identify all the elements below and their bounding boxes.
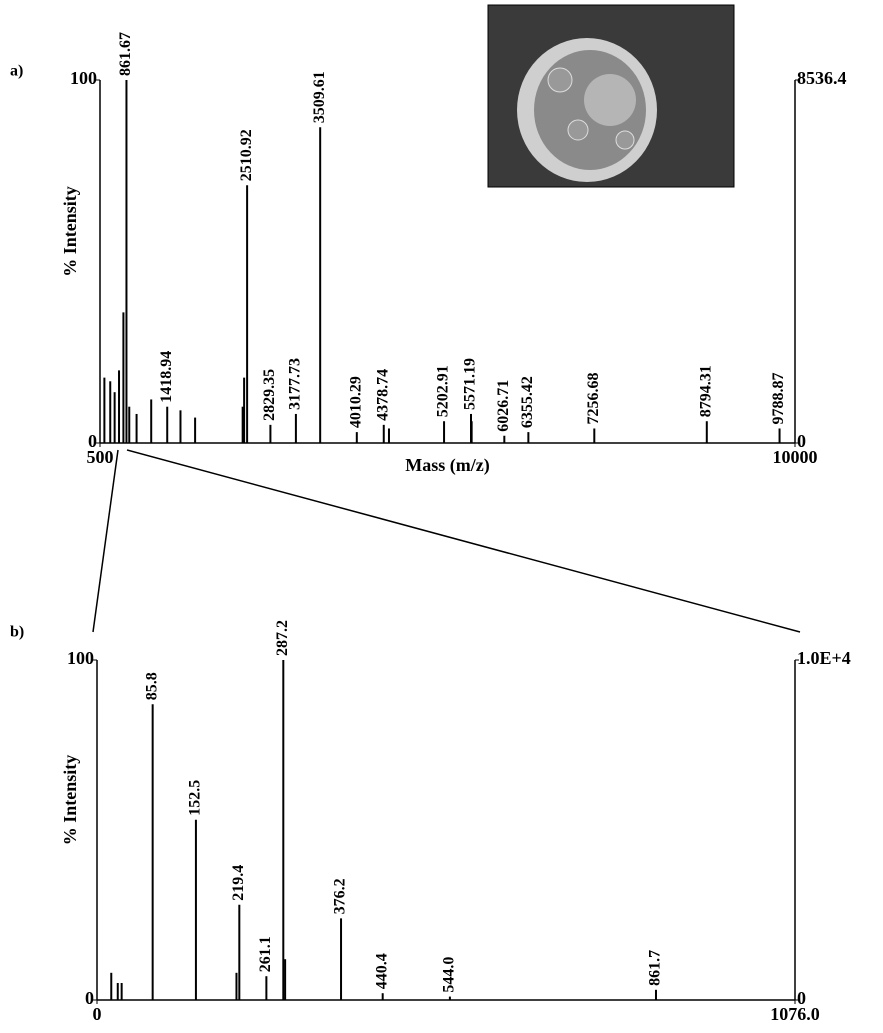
peak-label: 2510.92: [238, 129, 255, 181]
peak-label: 376.2: [332, 878, 349, 914]
y-axis-label: % Intensity: [60, 186, 80, 277]
y2-tick-label: 0: [797, 988, 806, 1008]
peak-label: 544.0: [441, 957, 458, 993]
y-tick-label: 100: [70, 68, 97, 88]
peak-label: 8794.31: [697, 365, 714, 417]
peak-label: 261.1: [257, 936, 274, 972]
y2-tick-label: 8536.4: [797, 68, 847, 88]
peak-label: 6355.42: [519, 376, 536, 428]
y-tick-label: 0: [85, 988, 94, 1008]
peak-label: 3509.61: [311, 71, 328, 123]
vesicle: [547, 67, 573, 93]
peak-label: 1418.94: [158, 351, 175, 403]
zoom-line: [92, 449, 119, 633]
y-tick-label: 0: [88, 431, 97, 451]
peak-label: 5571.19: [462, 358, 479, 410]
panel-label: a): [10, 63, 23, 80]
cell-nucleus: [584, 74, 636, 126]
x-tick-label: 10000: [773, 447, 818, 467]
x-tick-label: 500: [87, 447, 114, 467]
micrograph-inset: [487, 4, 735, 188]
y-tick-label: 100: [67, 648, 94, 668]
peak-label: 861.7: [647, 950, 664, 986]
y-axis-label: % Intensity: [60, 755, 80, 846]
peak-label: 2829.35: [261, 369, 278, 421]
y2-tick-label: 0: [797, 431, 806, 451]
peak-label: 6026.71: [495, 380, 512, 432]
peak-label: 7256.68: [585, 372, 602, 424]
y2-tick-label: 1.0E+4: [797, 648, 851, 668]
peak-label: 861.67: [117, 32, 134, 76]
peak-label: 287.2: [274, 620, 291, 656]
peak-label: 4378.74: [374, 369, 391, 421]
panel-label: b): [10, 624, 24, 641]
peak-label: 9788.87: [770, 372, 787, 424]
peak-label: 5202.91: [435, 365, 452, 417]
x-axis-label: Mass (m/z): [405, 455, 489, 476]
vesicle: [615, 130, 635, 150]
zoom-line: [126, 449, 801, 633]
peak-label: 440.4: [373, 953, 390, 989]
peak-label: 4010.29: [347, 376, 364, 428]
peak-label: 219.4: [230, 865, 247, 901]
x-tick-label: 0: [93, 1004, 102, 1024]
peak-label: 3177.73: [287, 358, 304, 410]
vesicle: [567, 119, 589, 141]
peak-label: 152.5: [187, 780, 204, 816]
x-tick-label: 1076.0: [770, 1004, 820, 1024]
peak-label: 85.8: [143, 672, 160, 700]
